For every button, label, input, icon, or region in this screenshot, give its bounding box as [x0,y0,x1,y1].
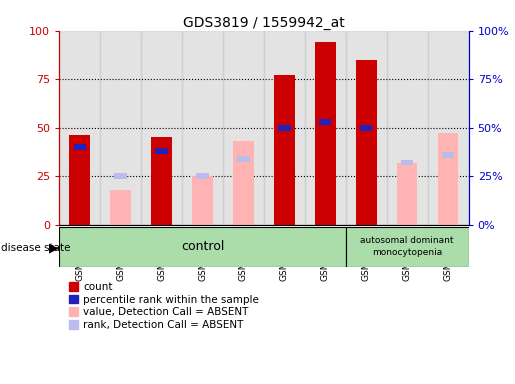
Bar [151,137,172,225]
Bar [274,75,295,225]
Bar [70,136,90,225]
Bar [438,134,458,225]
Bar [315,42,336,225]
Bar [360,125,372,131]
Bar [319,119,332,125]
Bar [305,31,346,225]
Text: disease state: disease state [1,243,71,253]
Title: GDS3819 / 1559942_at: GDS3819 / 1559942_at [183,16,345,30]
Legend: count, percentile rank within the sample, value, Detection Call = ABSENT, rank, : count, percentile rank within the sample… [64,278,263,334]
Bar [346,227,469,267]
Bar [114,173,127,179]
Bar [182,31,223,225]
Bar [387,31,428,225]
Bar [110,190,131,225]
Bar [264,31,305,225]
Bar [196,173,209,179]
Bar [156,148,168,154]
Bar [74,144,86,150]
Bar [100,31,141,225]
Text: control: control [181,240,224,253]
Bar [237,156,250,162]
Text: autosomal dominant
monocytopenia: autosomal dominant monocytopenia [360,236,454,257]
Bar [192,176,213,225]
Bar [223,31,264,225]
Bar [141,31,182,225]
Bar [278,125,290,131]
Bar [401,160,414,166]
Bar [346,31,387,225]
Text: ▶: ▶ [49,241,59,254]
Bar [442,152,454,158]
Bar [59,227,346,267]
Bar [233,141,254,225]
Bar [397,162,418,225]
Bar [428,31,469,225]
Bar [356,60,376,225]
Bar [59,31,100,225]
